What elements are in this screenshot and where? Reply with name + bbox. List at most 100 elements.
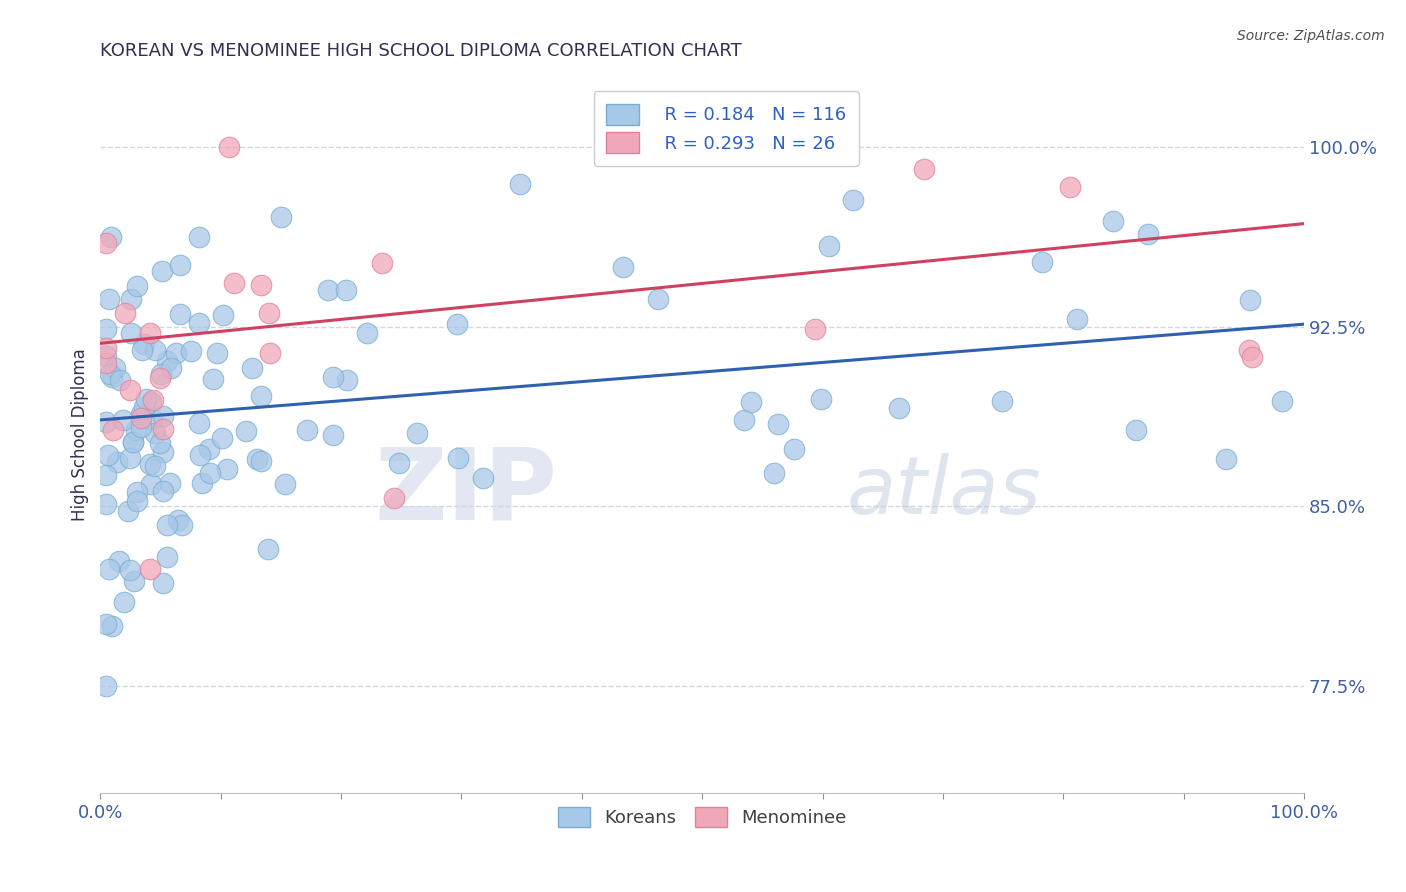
Point bbox=[132, 400, 155, 414]
Point bbox=[509, 177, 531, 191]
Text: Source: ZipAtlas.com: Source: ZipAtlas.com bbox=[1237, 29, 1385, 43]
Point bbox=[142, 392, 165, 407]
Point bbox=[149, 370, 172, 384]
Point bbox=[150, 367, 173, 381]
Point bbox=[143, 343, 166, 358]
Point bbox=[101, 423, 124, 437]
Point bbox=[120, 563, 142, 577]
Point bbox=[108, 554, 131, 568]
Point bbox=[647, 292, 669, 306]
Point bbox=[152, 444, 174, 458]
Point bbox=[131, 343, 153, 358]
Point bbox=[132, 337, 155, 351]
Point bbox=[1031, 255, 1053, 269]
Point bbox=[659, 140, 682, 154]
Point bbox=[356, 326, 378, 340]
Point bbox=[406, 425, 429, 440]
Point bbox=[97, 448, 120, 462]
Point bbox=[96, 322, 118, 336]
Point bbox=[733, 413, 755, 427]
Point bbox=[96, 497, 118, 511]
Point bbox=[96, 467, 118, 482]
Point bbox=[135, 392, 157, 407]
Point bbox=[152, 484, 174, 499]
Point bbox=[96, 349, 118, 363]
Point bbox=[740, 395, 762, 409]
Point bbox=[270, 211, 292, 225]
Point bbox=[218, 140, 240, 154]
Point bbox=[250, 278, 273, 293]
Point bbox=[155, 518, 177, 533]
Point bbox=[141, 477, 163, 491]
Point bbox=[101, 619, 124, 633]
Point bbox=[810, 392, 832, 406]
Point bbox=[152, 422, 174, 436]
Point bbox=[1271, 393, 1294, 408]
Point bbox=[112, 595, 135, 609]
Point bbox=[96, 356, 118, 370]
Point bbox=[117, 504, 139, 518]
Point bbox=[1066, 312, 1088, 326]
Point bbox=[212, 308, 235, 322]
Point bbox=[152, 409, 174, 424]
Point bbox=[316, 283, 339, 297]
Point bbox=[295, 423, 318, 437]
Point bbox=[129, 419, 152, 434]
Point bbox=[200, 466, 222, 480]
Point bbox=[217, 462, 239, 476]
Point bbox=[446, 317, 468, 331]
Point bbox=[139, 562, 162, 576]
Point bbox=[188, 316, 211, 330]
Point bbox=[129, 407, 152, 421]
Point bbox=[141, 412, 163, 426]
Text: atlas: atlas bbox=[846, 453, 1042, 531]
Point bbox=[156, 354, 179, 368]
Point bbox=[169, 307, 191, 321]
Point bbox=[205, 346, 228, 360]
Point bbox=[259, 345, 281, 359]
Point bbox=[139, 326, 162, 340]
Point bbox=[165, 346, 187, 360]
Point bbox=[127, 493, 149, 508]
Point bbox=[107, 455, 129, 469]
Point bbox=[1237, 343, 1260, 357]
Point bbox=[914, 161, 936, 176]
Point bbox=[336, 373, 359, 387]
Point bbox=[127, 279, 149, 293]
Point bbox=[118, 450, 141, 465]
Point bbox=[370, 256, 392, 270]
Text: KOREAN VS MENOMINEE HIGH SCHOOL DIPLOMA CORRELATION CHART: KOREAN VS MENOMINEE HIGH SCHOOL DIPLOMA … bbox=[100, 42, 742, 60]
Point bbox=[149, 435, 172, 450]
Point bbox=[114, 306, 136, 320]
Text: ZIP: ZIP bbox=[375, 443, 558, 541]
Point bbox=[96, 679, 118, 693]
Point bbox=[129, 411, 152, 425]
Point bbox=[96, 235, 118, 250]
Point bbox=[1102, 214, 1125, 228]
Point bbox=[222, 277, 245, 291]
Point bbox=[382, 491, 405, 505]
Point bbox=[120, 292, 142, 306]
Point bbox=[388, 456, 411, 470]
Point bbox=[122, 435, 145, 450]
Point bbox=[143, 426, 166, 441]
Point bbox=[1241, 350, 1264, 364]
Point bbox=[783, 442, 806, 456]
Point bbox=[122, 574, 145, 588]
Point bbox=[188, 230, 211, 244]
Point bbox=[612, 260, 634, 275]
Point bbox=[104, 361, 127, 376]
Point bbox=[1239, 293, 1261, 308]
Point bbox=[1136, 227, 1159, 241]
Point bbox=[322, 428, 344, 442]
Point bbox=[101, 370, 124, 384]
Point bbox=[762, 466, 785, 480]
Point bbox=[472, 471, 495, 485]
Point bbox=[98, 562, 121, 576]
Point bbox=[198, 442, 221, 457]
Point bbox=[250, 454, 273, 468]
Point bbox=[125, 485, 148, 500]
Point bbox=[169, 258, 191, 272]
Point bbox=[246, 451, 269, 466]
Point bbox=[693, 140, 716, 154]
